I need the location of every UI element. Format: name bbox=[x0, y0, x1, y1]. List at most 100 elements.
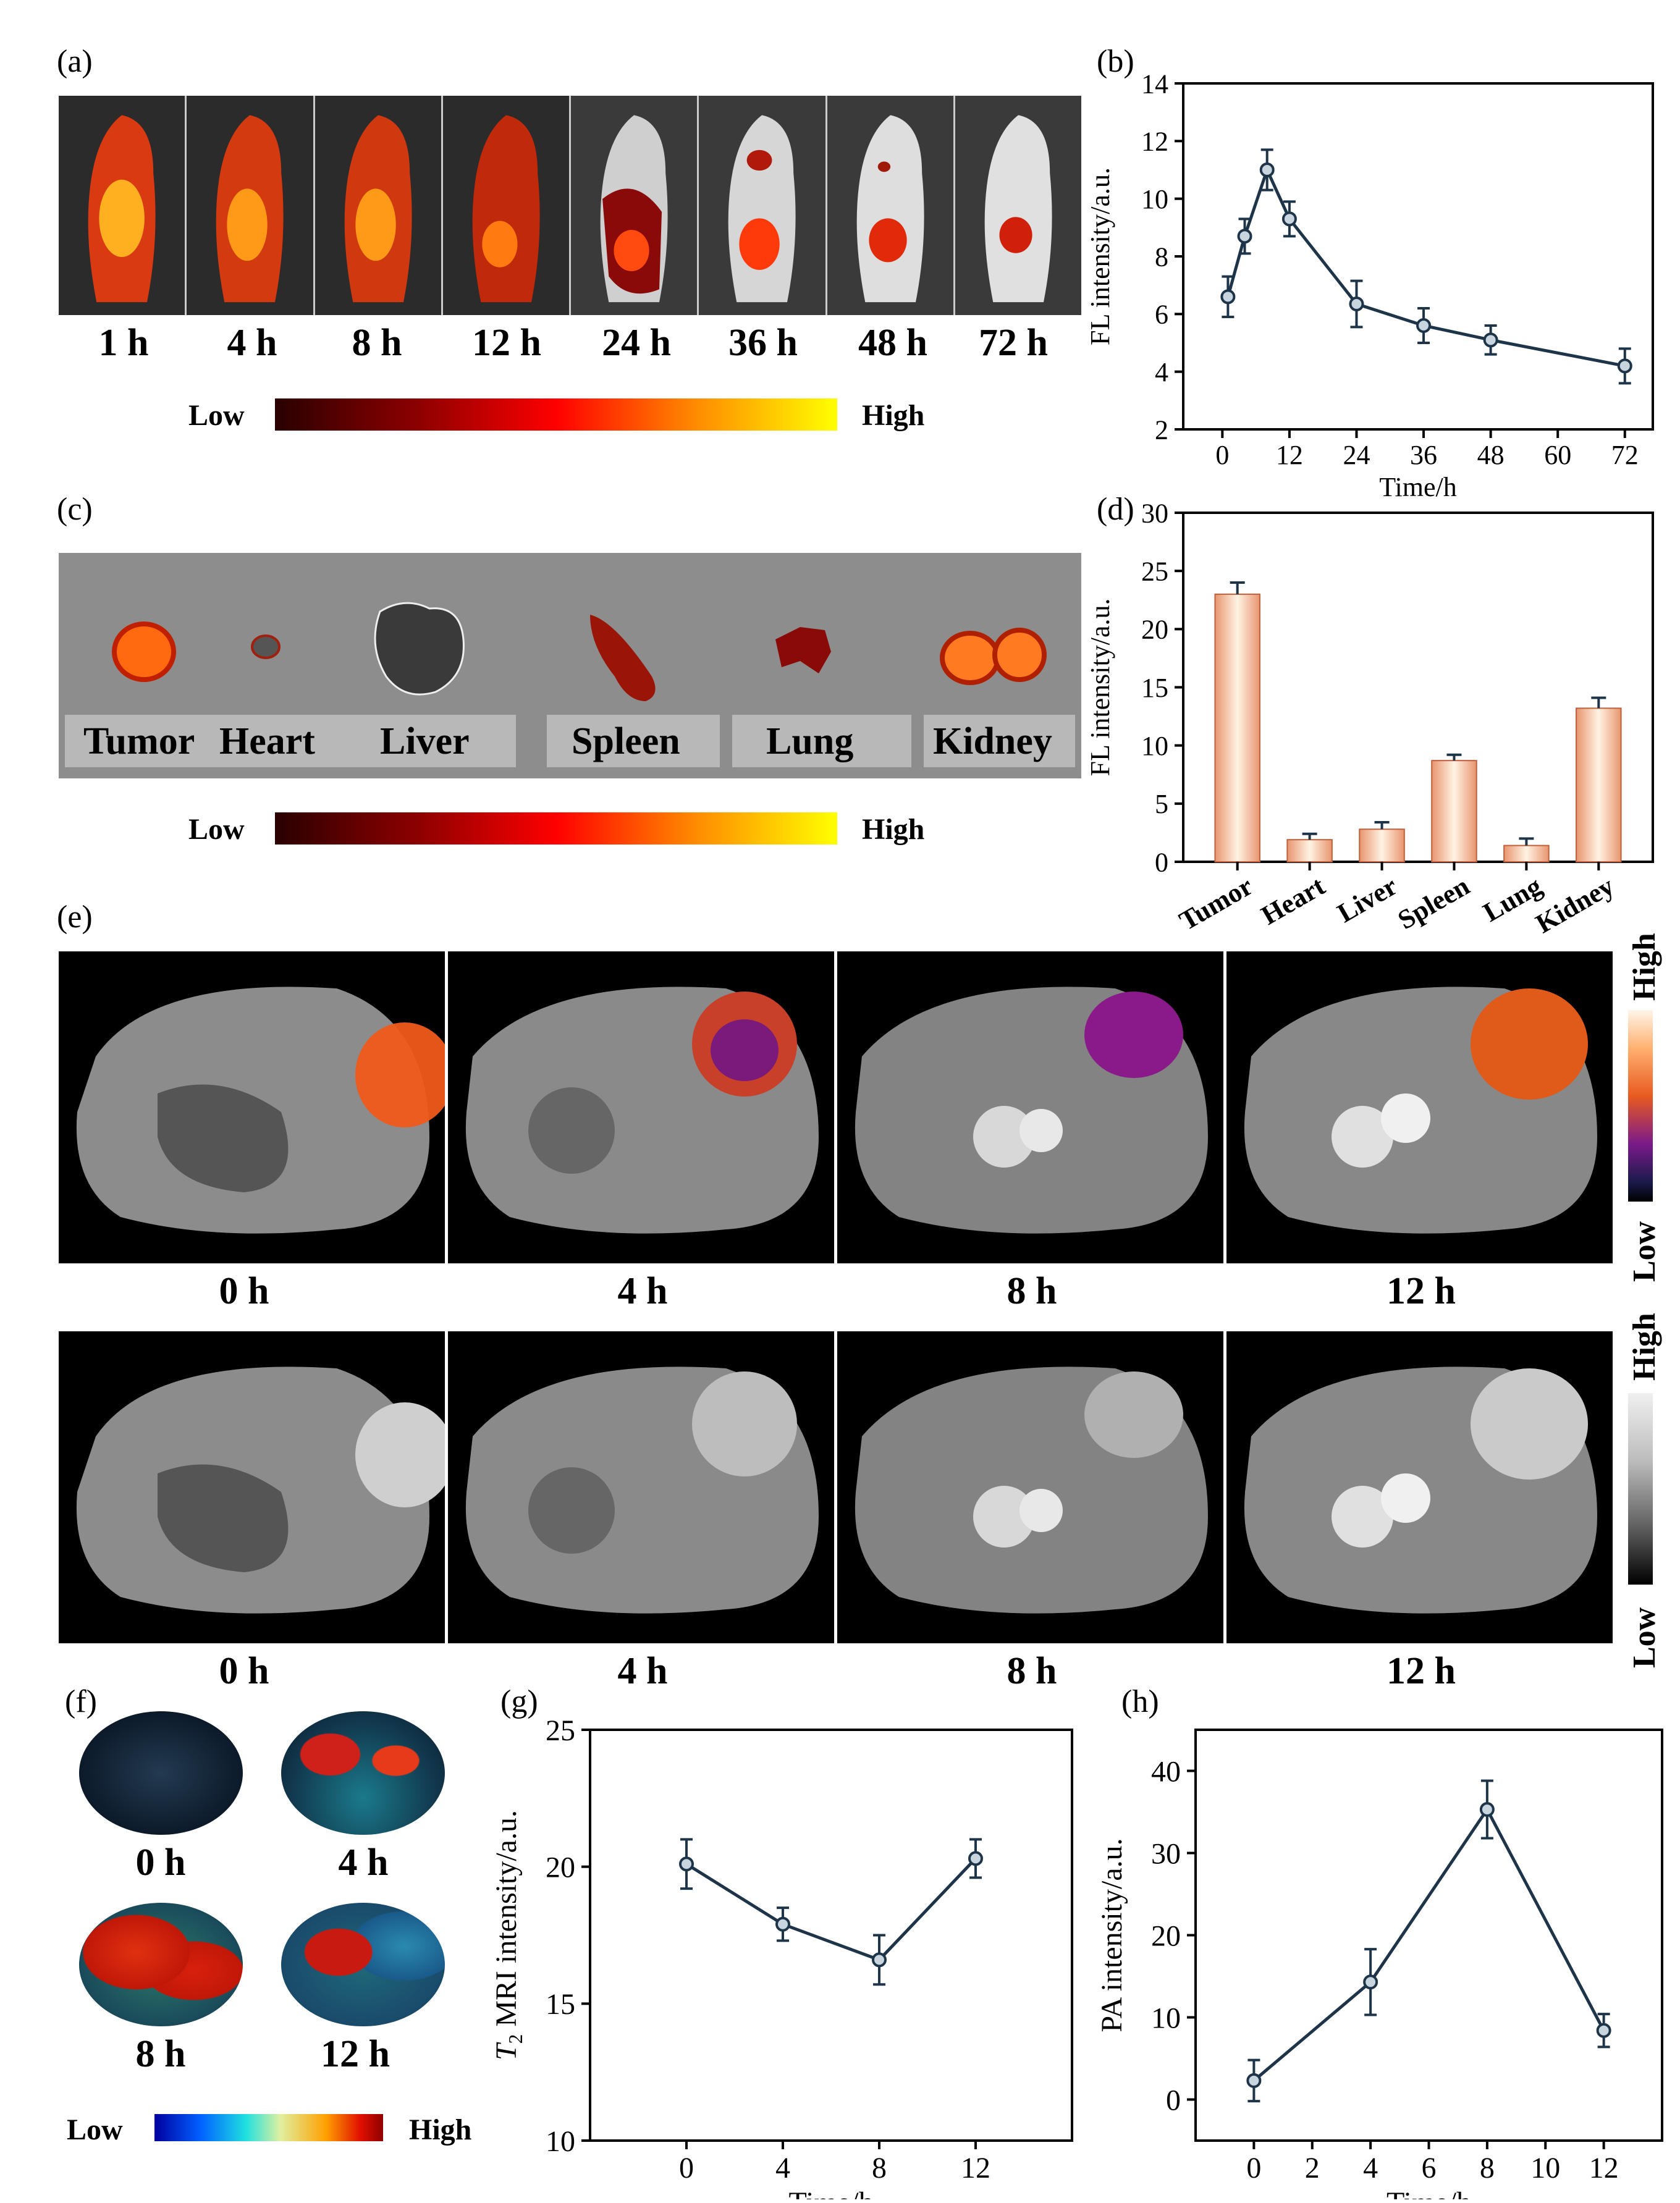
mouse-frame-72h bbox=[955, 96, 1081, 315]
y-axis-label-part: T bbox=[490, 2042, 523, 2060]
y-axis-label: FL intensity/a.u. bbox=[1085, 167, 1115, 345]
data-point bbox=[1363, 1974, 1378, 1990]
time-label: 4 h bbox=[617, 1270, 668, 1312]
data-point bbox=[1416, 318, 1432, 333]
mri-image-0h-overlay bbox=[59, 951, 445, 1263]
y-tick-label: 15 bbox=[546, 1988, 575, 2021]
y-axis-label: FL intensity/a.u. bbox=[1085, 598, 1115, 776]
data-point bbox=[1617, 358, 1632, 374]
plot-frame bbox=[1182, 82, 1654, 431]
organ-image: Tumor Heart Liver Spleen Lung Kidney bbox=[59, 553, 1081, 778]
x-tick-label: Spleen bbox=[1393, 870, 1474, 935]
y-axis-label-part: 2 bbox=[505, 2034, 526, 2044]
x-tick-label: 12 bbox=[961, 2152, 990, 2184]
colorbar-heat bbox=[275, 812, 837, 845]
mri-image-12h-overlay bbox=[1226, 951, 1613, 1263]
pa-image-0h bbox=[79, 1711, 243, 1835]
mouse-frame-48h bbox=[827, 96, 955, 315]
y-tick-label: 20 bbox=[546, 1851, 575, 1884]
mouse-frame-4h bbox=[187, 96, 315, 315]
time-label: 12 h bbox=[1387, 1650, 1456, 1692]
time-label: 12 h bbox=[472, 322, 541, 364]
data-point bbox=[1596, 2023, 1611, 2038]
data-point bbox=[1220, 289, 1236, 305]
colorbar-low-label: Low bbox=[188, 813, 245, 846]
time-label: 36 h bbox=[728, 322, 798, 364]
x-tick-label: 8 bbox=[872, 2152, 887, 2184]
colorbar-high-label: High bbox=[409, 2113, 472, 2146]
organ-label-liver: Liver bbox=[380, 720, 470, 762]
chart-g: 10 15 20 25 0 4 8 12 Time/h T2 MRI intensity/a.u. bbox=[490, 1714, 1073, 2199]
colorbar-low-label: Low bbox=[1627, 1607, 1662, 1668]
bar bbox=[1503, 845, 1550, 863]
organ-label-box bbox=[547, 715, 720, 767]
mouse-frame-24h bbox=[571, 96, 699, 315]
time-label: 8 h bbox=[135, 2033, 186, 2075]
y-axis-label: T2 MRI intensity/a.u. bbox=[490, 1810, 526, 2060]
y-tick-label: 14 bbox=[1141, 69, 1168, 99]
x-tick-label: 24 bbox=[1343, 440, 1370, 470]
y-tick-label: 10 bbox=[1141, 731, 1168, 761]
y-tick-label: 25 bbox=[1141, 557, 1168, 587]
x-axis-label: Time/h bbox=[789, 2186, 874, 2199]
x-tick-label: 8 bbox=[1480, 2152, 1495, 2184]
y-axis-label-part: MRI intensity/a.u. bbox=[490, 1810, 523, 2034]
y-tick-label: 15 bbox=[1141, 673, 1168, 703]
time-label: 8 h bbox=[352, 322, 402, 364]
fluorescence-mouse-strip bbox=[59, 96, 1081, 315]
x-tick-label: 60 bbox=[1544, 440, 1571, 470]
organ-label-box bbox=[65, 715, 516, 767]
x-tick-label: Heart bbox=[1256, 870, 1330, 931]
x-tick-label: 10 bbox=[1530, 2152, 1560, 2184]
x-tick-label: 6 bbox=[1422, 2152, 1437, 2184]
y-tick-label: 40 bbox=[1151, 1755, 1181, 1788]
y-tick-label: 30 bbox=[1141, 500, 1168, 528]
time-label: 0 h bbox=[135, 1842, 186, 1884]
y-tick-label: 4 bbox=[1155, 357, 1168, 387]
bar bbox=[1431, 760, 1477, 862]
x-axis-label: Time/h bbox=[1379, 472, 1457, 502]
panel-label-e: (e) bbox=[57, 899, 93, 935]
y-tick-label: 25 bbox=[546, 1714, 575, 1747]
organ-label-kidney: Kidney bbox=[933, 720, 1052, 762]
y-tick-label: 10 bbox=[1151, 2002, 1181, 2034]
colorbar-low-label: Low bbox=[67, 2113, 123, 2146]
panel-label-h: (h) bbox=[1121, 1684, 1159, 1719]
mri-image-4h-overlay bbox=[448, 951, 834, 1263]
data-point bbox=[872, 1952, 887, 1968]
data-point bbox=[1281, 211, 1297, 227]
data-point bbox=[1237, 229, 1252, 244]
colorbar-mri-gray bbox=[1628, 1393, 1653, 1585]
y-tick-label: 5 bbox=[1155, 789, 1168, 819]
colorbar-mri-overlay bbox=[1628, 1010, 1653, 1202]
pa-image-4h bbox=[281, 1711, 445, 1835]
y-tick-label: 10 bbox=[546, 2125, 575, 2158]
mri-image-4h-gray bbox=[448, 1331, 834, 1643]
time-label: 8 h bbox=[1007, 1650, 1057, 1692]
y-tick-label: 0 bbox=[1155, 847, 1168, 877]
y-tick-label: 2 bbox=[1155, 415, 1168, 445]
panel-label-g: (g) bbox=[500, 1684, 538, 1719]
time-label: 4 h bbox=[227, 322, 277, 364]
x-axis-label: Time/h bbox=[1387, 2186, 1471, 2199]
x-tick-label: 12 bbox=[1589, 2152, 1619, 2184]
time-label: 48 h bbox=[858, 322, 927, 364]
bar bbox=[1214, 593, 1260, 862]
x-tick-label: 0 bbox=[1215, 440, 1229, 470]
plot-frame bbox=[589, 1729, 1073, 2142]
y-tick-label: 12 bbox=[1141, 127, 1168, 157]
mouse-frame-1h bbox=[59, 96, 187, 315]
panel-label-a: (a) bbox=[57, 44, 93, 79]
colorbar-high-label: High bbox=[1627, 1313, 1662, 1381]
pa-image-8h bbox=[79, 1903, 243, 2026]
pa-image-12h bbox=[281, 1903, 445, 2026]
x-tick-label: Tumor bbox=[1174, 870, 1257, 936]
y-tick-label: 0 bbox=[1166, 2084, 1181, 2117]
colorbar-high-label: High bbox=[862, 813, 925, 846]
x-tick-label: 12 bbox=[1276, 440, 1303, 470]
mouse-frame-8h bbox=[314, 96, 443, 315]
x-tick-label: Kidney bbox=[1530, 870, 1619, 939]
x-tick-label: 0 bbox=[679, 2152, 694, 2184]
